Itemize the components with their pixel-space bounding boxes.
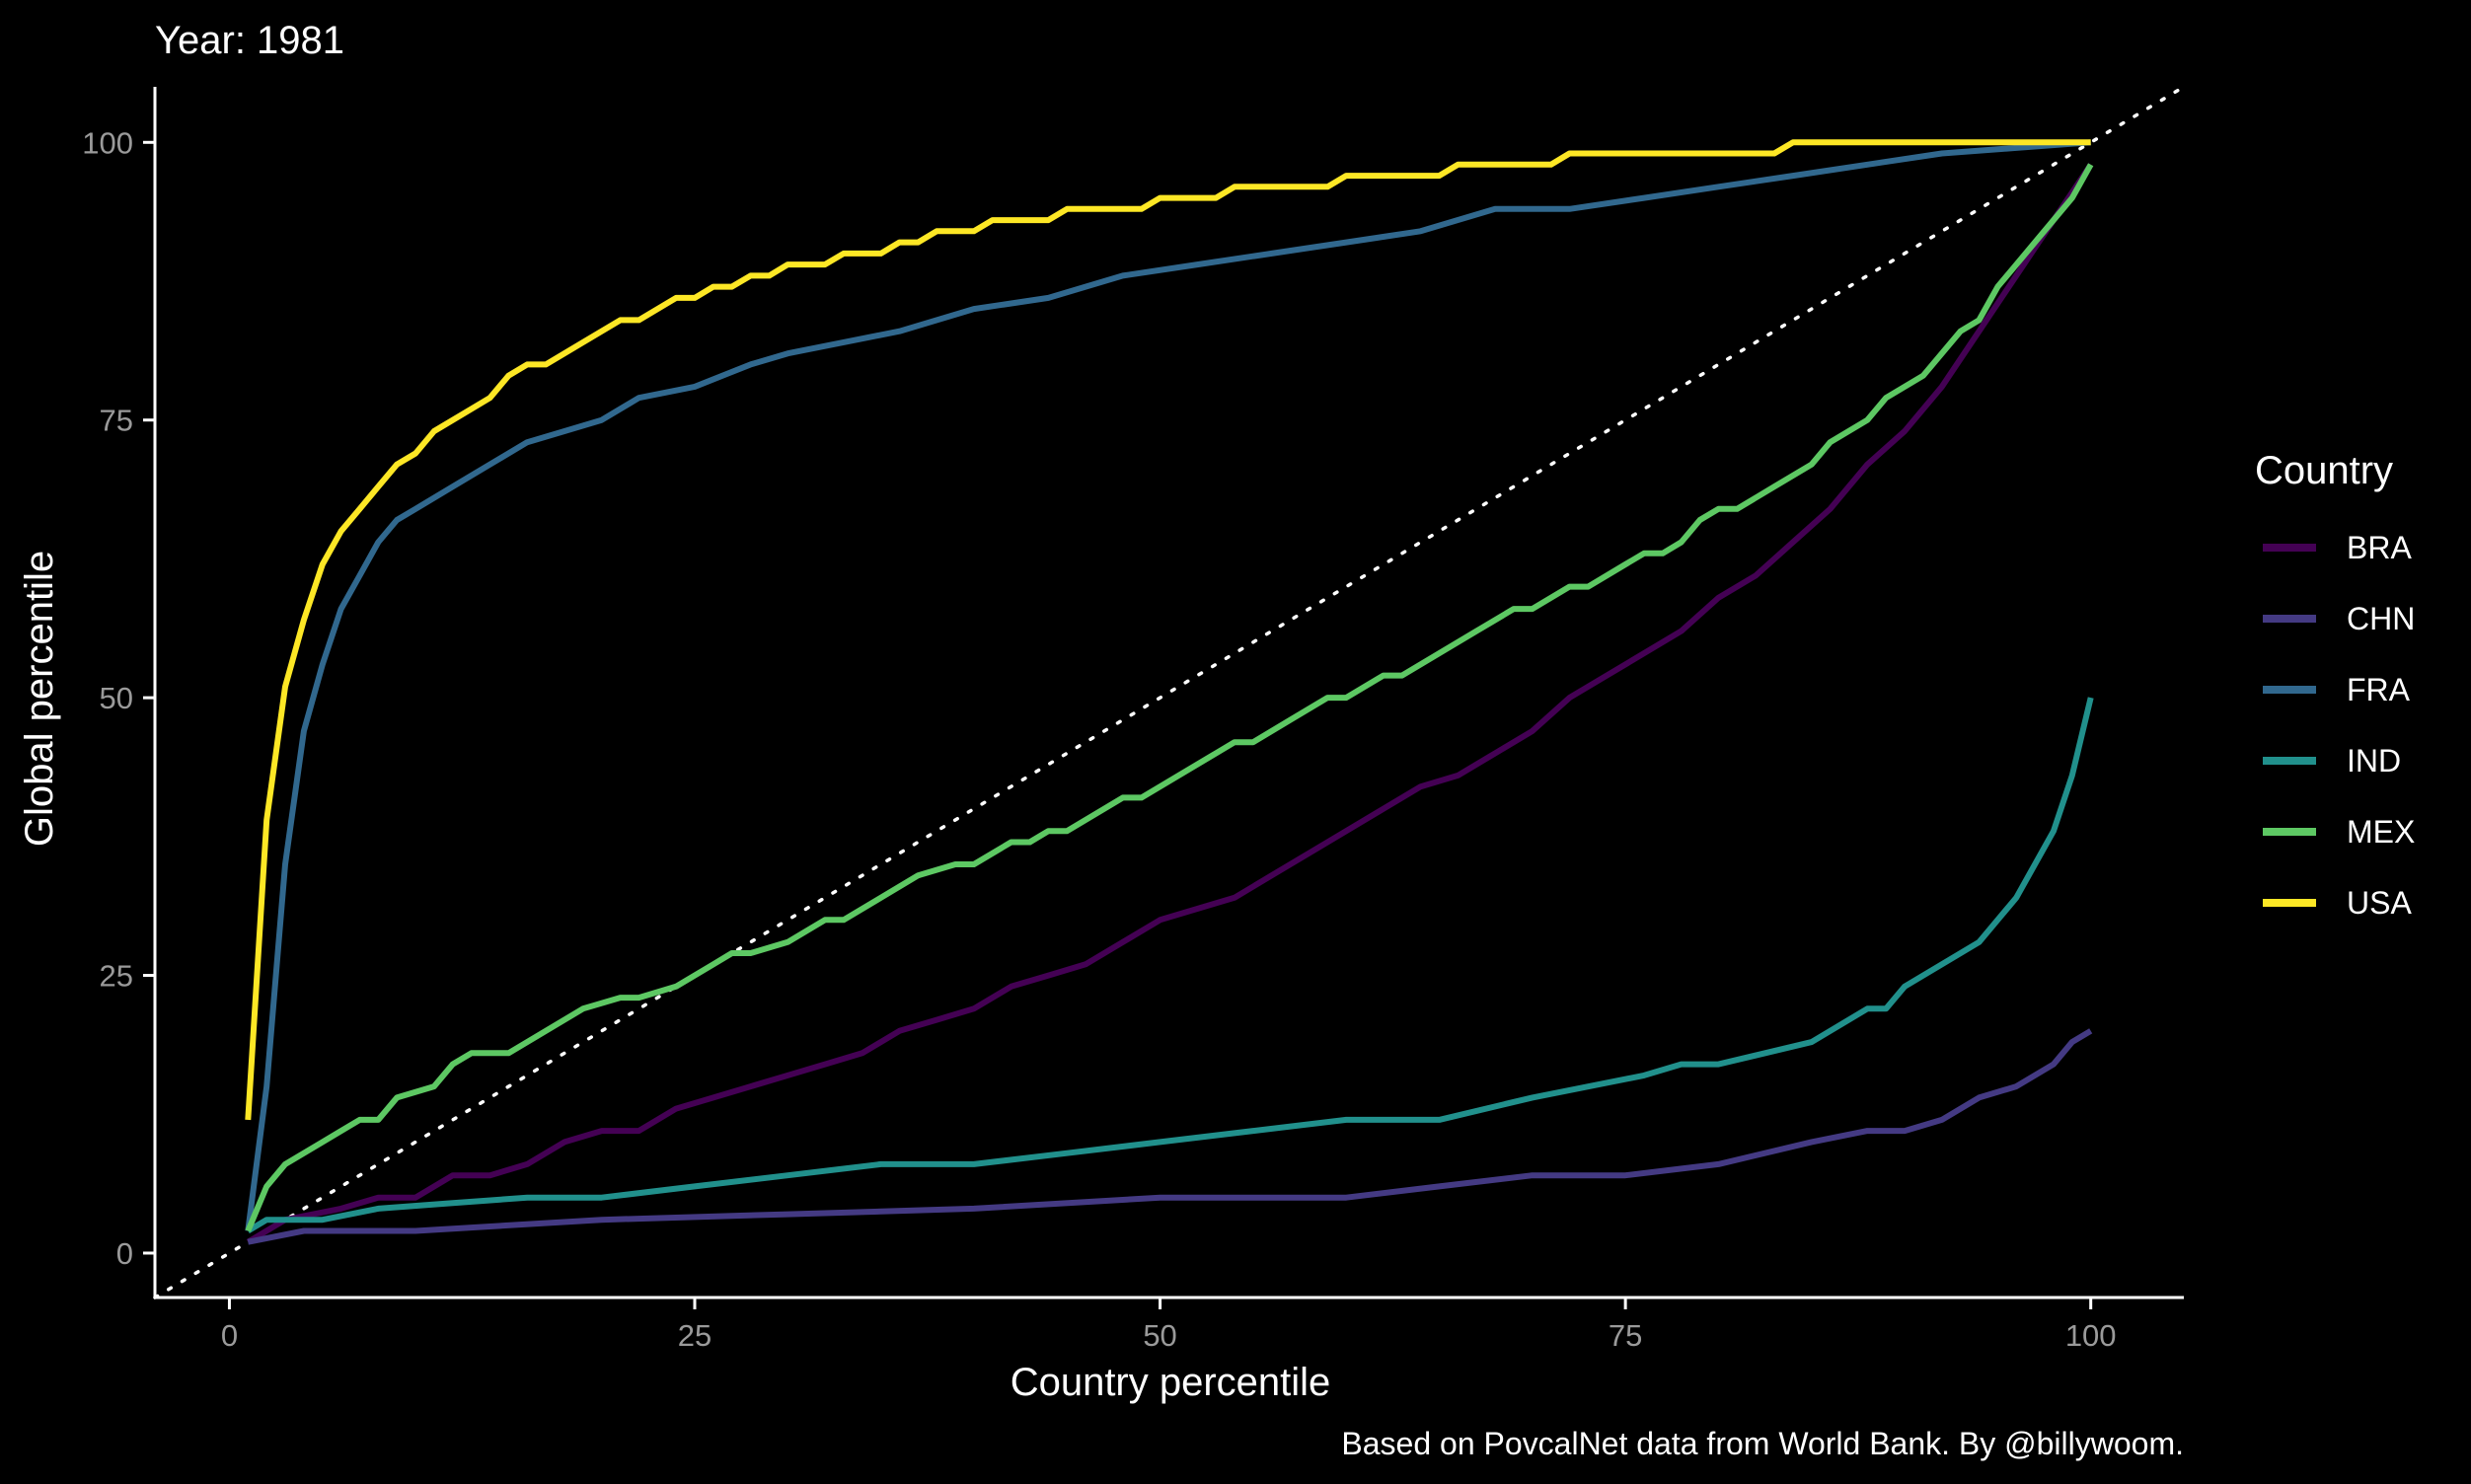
series-line-mex [245, 163, 2094, 1232]
series-line-ind [246, 697, 2094, 1234]
legend-item-chn: CHN [2263, 601, 2415, 636]
plot-panel: 0 25 50 75 100 0 25 50 75 100 [82, 85, 2186, 1353]
legend-item-bra: BRA [2263, 530, 2412, 565]
x-tick-label: 0 [221, 1318, 238, 1353]
x-tick-label: 25 [678, 1318, 711, 1353]
legend-label: IND [2347, 743, 2401, 779]
legend-label: FRA [2347, 672, 2411, 707]
x-tick-label: 100 [2065, 1318, 2117, 1353]
y-tick-label: 0 [116, 1236, 133, 1271]
legend-title: Country [2255, 449, 2393, 492]
legend-items: BRA CHN FRA IND MEX USA [2263, 530, 2415, 921]
series-line-bra [246, 163, 2094, 1245]
legend-label: USA [2347, 885, 2412, 921]
identity-reference-line [153, 85, 2186, 1299]
legend-label: CHN [2347, 601, 2415, 636]
series-line-chn [247, 1028, 2093, 1245]
y-tick-label: 25 [100, 959, 133, 994]
series-line-usa [245, 139, 2091, 1121]
y-tick-label: 100 [82, 125, 133, 160]
y-axis-ticks: 0 25 50 75 100 [82, 125, 155, 1271]
chart-title: Year: 1981 [155, 19, 344, 62]
legend-item-mex: MEX [2263, 814, 2415, 850]
legend-label: MEX [2347, 814, 2415, 850]
legend-item-fra: FRA [2263, 672, 2411, 707]
legend-label: BRA [2347, 530, 2412, 565]
legend-item-ind: IND [2263, 743, 2401, 779]
legend: Country BRA CHN FRA IND MEX USA [2255, 449, 2415, 921]
y-axis-title: Global percentile [18, 551, 61, 847]
x-tick-label: 75 [1609, 1318, 1642, 1353]
chart-caption: Based on PovcalNet data from World Bank.… [1341, 1426, 2184, 1461]
x-tick-label: 50 [1143, 1318, 1176, 1353]
x-axis-ticks: 0 25 50 75 100 [221, 1298, 2117, 1353]
x-axis-title: Country percentile [1011, 1361, 1331, 1404]
y-tick-label: 50 [100, 681, 133, 715]
legend-item-usa: USA [2263, 885, 2412, 921]
series-layer [245, 139, 2094, 1245]
series-line-fra [245, 139, 2091, 1231]
y-tick-label: 75 [100, 404, 133, 438]
